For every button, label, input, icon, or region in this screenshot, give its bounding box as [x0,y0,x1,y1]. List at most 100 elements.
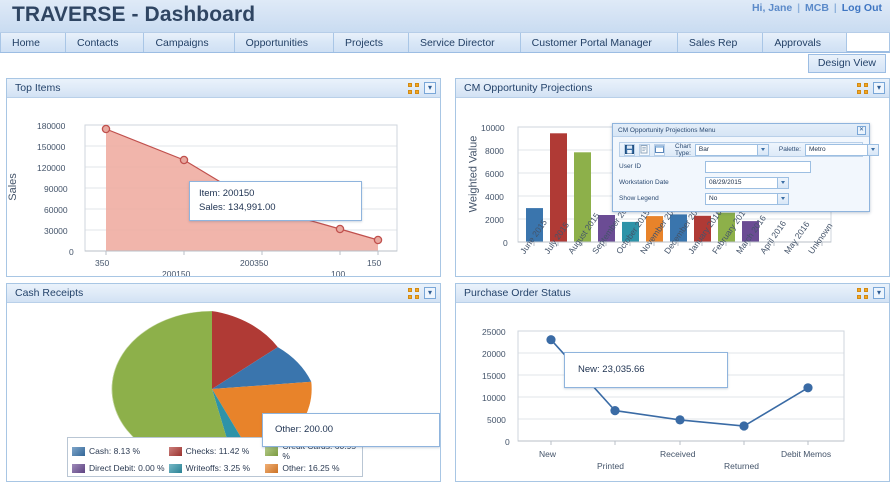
legend-swatch [265,463,279,473]
y-tick: 5000 [487,415,506,425]
panel-top-items: Top Items ▾ [6,78,441,277]
cm-projections-menu-dialog: CM Opportunity Projections Menu ✕ [612,123,879,212]
panel-body: Other: 200.00 Cash: 8.13 % Checks: 11.42… [7,303,440,481]
legend-item[interactable]: Checks: 11.42 % [168,441,262,461]
y-tick: 0 [69,247,74,257]
x-tick: 350 [95,258,110,268]
palette-label: Palette: [778,146,801,153]
panel-header: Purchase Order Status ▾ [456,284,889,303]
legend-label: Cash: 8.13 % [89,446,141,456]
design-view-button[interactable]: Design View [807,54,886,73]
panel-title: CM Opportunity Projections [464,82,593,94]
panel-menu-icon[interactable]: ▾ [424,287,436,299]
tooltip-text: Other: 200.00 [275,424,334,435]
nav-label: Approvals [774,36,822,49]
company-code: MCB [805,2,829,14]
user-id-row: User ID [619,160,863,173]
nav-item-customer-portal-manager[interactable]: Customer Portal Manager [521,33,678,52]
chart-type-select[interactable]: Bar [694,143,769,156]
nav-item-approvals[interactable]: Approvals [763,33,848,52]
copy-icon[interactable] [639,143,650,156]
x-tick: Debit Memos [781,449,832,459]
palette-select[interactable]: Metro [804,143,879,156]
main-navigation: Home Contacts Campaigns Opportunities Pr… [0,33,890,53]
show-legend-value: No [709,195,718,202]
expand-icon[interactable] [857,287,868,299]
y-tick: 180000 [37,121,66,131]
panel-menu-icon[interactable]: ▾ [873,287,885,299]
chart-tooltip: Item: 200150 Sales: 134,991.00 [189,181,362,221]
save-icon[interactable] [624,143,635,156]
workstation-date-row: Workstation Date 08/29/2015 [619,176,863,189]
show-legend-row: Show Legend No [619,192,863,205]
nav-item-campaigns[interactable]: Campaigns [144,33,235,52]
legend-item[interactable]: Direct Debit: 0.00 % [72,463,165,473]
expand-icon[interactable] [408,82,419,94]
panel-menu-icon[interactable]: ▾ [873,82,885,94]
legend-swatch [72,446,85,456]
user-id-label: User ID [619,163,642,170]
workstation-date-field[interactable]: 08/29/2015 [705,176,789,189]
legend-label: Checks: 11.42 % [185,446,250,456]
panel-title: Purchase Order Status [464,287,571,299]
chevron-down-icon[interactable] [777,193,788,204]
panel-menu-icon[interactable]: ▾ [424,82,436,94]
legend-item[interactable]: Writeoffs: 3.25 % [168,463,262,473]
panel-header: CM Opportunity Projections ▾ [456,79,889,98]
tooltip-text: New: 23,035.66 [578,364,645,375]
window-icon[interactable] [654,143,665,156]
tooltip-line-2: Sales: 134,991.00 [199,201,276,213]
panel-body: 180000 150000 120000 90000 60000 30000 0… [7,98,440,276]
y-tick: 150000 [37,142,66,152]
expand-icon[interactable] [408,287,419,299]
panel-purchase-order-status: Purchase Order Status ▾ [455,283,890,482]
nav-item-service-director[interactable]: Service Director [409,33,521,52]
chevron-down-icon [866,144,878,155]
x-tick: 200150 [162,269,191,276]
y-tick: 15000 [482,371,506,381]
chart-tooltip: New: 23,035.66 [564,352,728,388]
logout-link[interactable]: Log Out [841,2,882,14]
greeting-text: Hi, Jane [751,2,793,14]
chart-type-value: Bar [698,146,710,153]
chevron-down-icon [756,144,768,155]
x-tick: Returned [724,461,759,471]
panel-title: Top Items [15,82,61,94]
nav-filler [847,33,890,52]
nav-label: Customer Portal Manager [531,36,652,49]
y-tick: 60000 [44,205,68,215]
panel-body: 10000 8000 6000 4000 2000 0 Weighted Val… [456,98,889,276]
nav-item-projects[interactable]: Projects [334,33,409,52]
show-legend-select[interactable]: No [705,192,789,205]
close-icon[interactable]: ✕ [857,125,866,135]
y-tick: 10000 [482,393,506,403]
nav-item-sales-rep[interactable]: Sales Rep [678,33,764,52]
legend-swatch [72,463,85,473]
nav-item-opportunities[interactable]: Opportunities [235,33,335,52]
x-tick: 200350 [240,258,269,268]
page-title: TRAVERSE - Dashboard [12,3,256,26]
panel-cash-receipts: Cash Receipts ▾ [6,283,441,482]
chevron-down-icon[interactable] [777,177,788,188]
app-header: TRAVERSE - Dashboard Hi, Jane | MCB | Lo… [0,0,890,33]
dialog-toolbar: Chart Type: Bar Palette: Metro [619,142,879,157]
nav-label: Opportunities [245,36,309,49]
y-tick: 120000 [37,163,66,173]
y-tick: 30000 [44,226,68,236]
legend-swatch [168,446,182,456]
y-axis-label: Sales [7,173,19,201]
legend-label: Other: 16.25 % [282,463,340,473]
user-id-field[interactable] [705,160,811,173]
nav-label: Home [12,36,41,49]
design-view-strip: Design View [0,53,890,74]
y-tick: 6000 [485,169,504,179]
nav-item-contacts[interactable]: Contacts [66,33,145,52]
legend-item[interactable]: Other: 16.25 % [265,463,358,473]
legend-label: Writeoffs: 3.25 % [185,463,251,473]
nav-item-home[interactable]: Home [0,33,67,52]
expand-icon[interactable] [857,82,868,94]
nav-label: Campaigns [155,36,209,49]
legend-item[interactable]: Cash: 8.13 % [72,441,165,461]
chart-type-label: Chart Type: [675,142,691,157]
y-axis-label: Weighted Value [467,135,480,213]
